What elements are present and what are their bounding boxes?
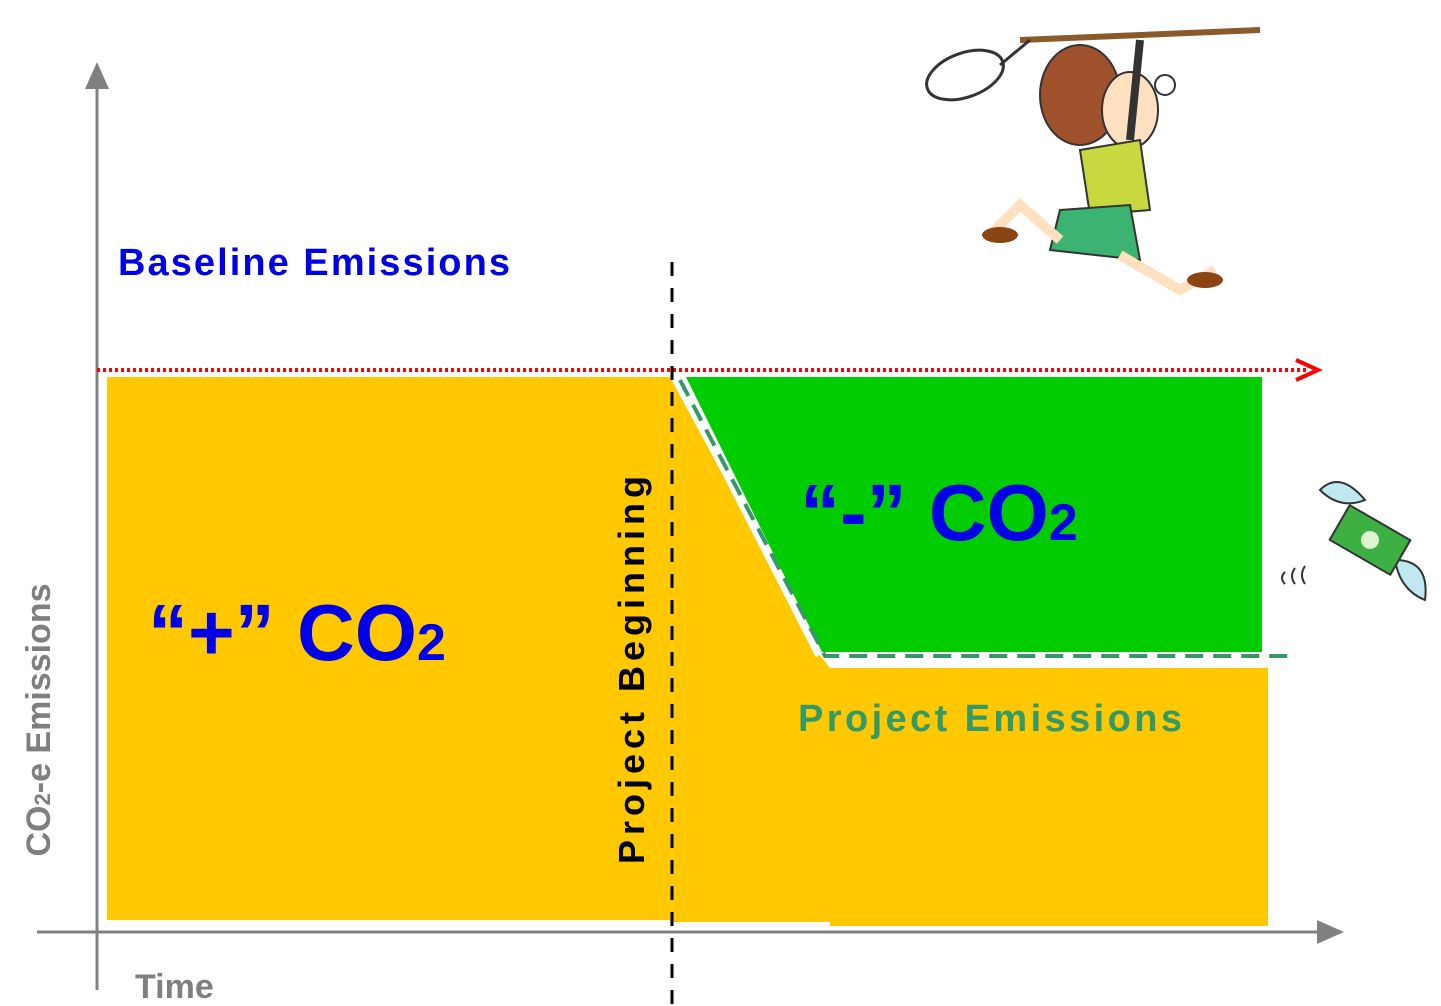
y-axis-sub: 2 (30, 793, 55, 805)
cartoon-runner (925, 27, 1261, 296)
flying-money (1281, 481, 1427, 602)
project-emissions-label: Project Emissions (798, 698, 1182, 740)
negative-area (686, 377, 1262, 652)
positive-sub: 2 (417, 614, 446, 672)
baseline-label: Baseline Emissions (118, 242, 510, 284)
project-area (670, 377, 1268, 926)
positive-main: “+” CO (148, 588, 417, 677)
project-line (678, 379, 1292, 658)
y-axis-rest: -e Emissions (20, 584, 58, 794)
negative-main: “-” CO (800, 468, 1049, 557)
positive-label: “+” CO2 (148, 588, 446, 677)
y-axis-main: CO (20, 806, 58, 857)
positive-area (107, 377, 670, 920)
negative-sub: 2 (1049, 494, 1078, 552)
negative-label: “-” CO2 (800, 468, 1078, 557)
project-beginning-label: Project Beginning (611, 476, 652, 864)
baseline-arrow (1295, 358, 1323, 382)
divider (669, 368, 821, 658)
y-axis-label: CO2-e Emissions (20, 584, 58, 857)
x-axis-label: Time (135, 968, 214, 1006)
